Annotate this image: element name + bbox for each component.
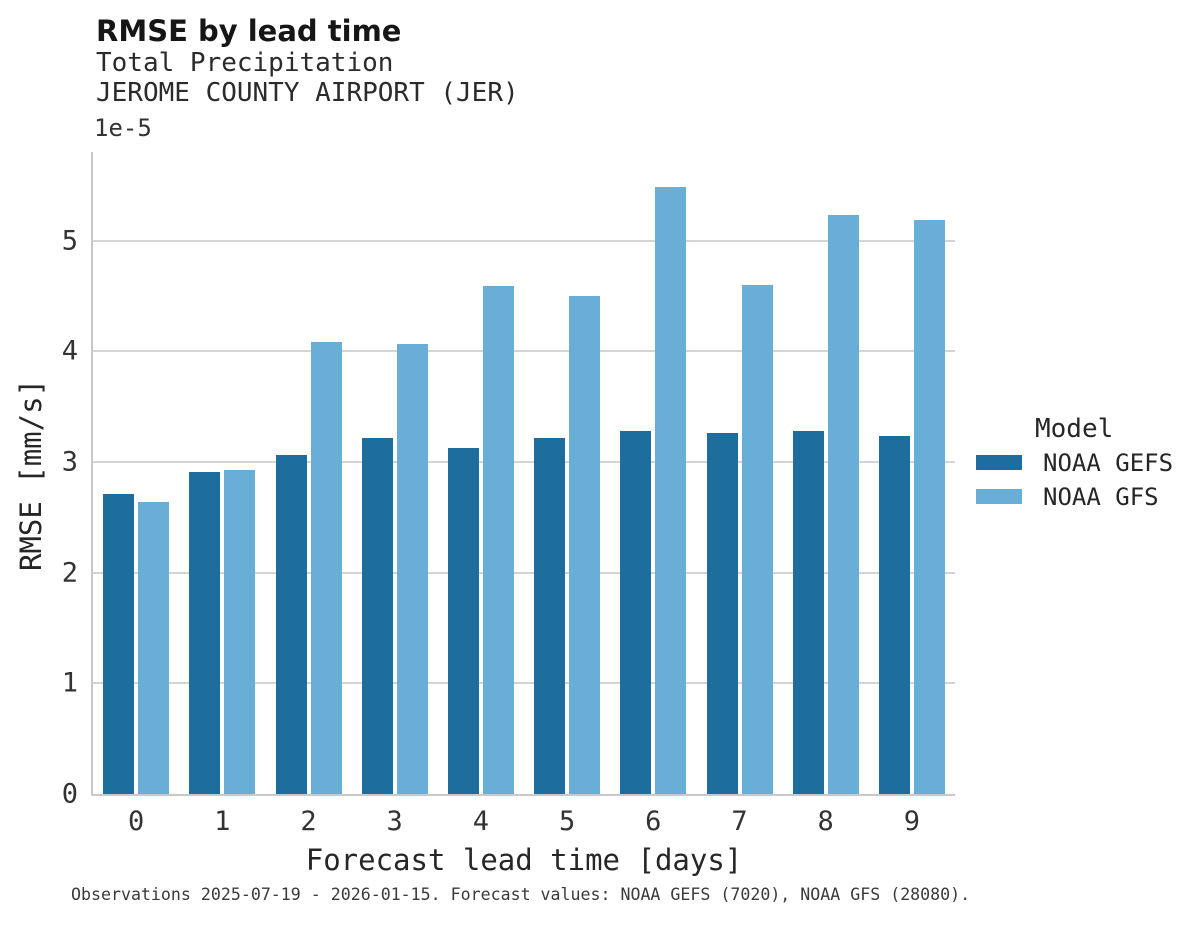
x-tick-1: 1 bbox=[214, 806, 231, 837]
x-tick-0: 0 bbox=[127, 806, 145, 837]
y-tick-4: 4 bbox=[61, 335, 78, 367]
bar-noaa-gefs-day-4 bbox=[447, 447, 479, 794]
legend-label-noaa-gfs: NOAA GFS bbox=[1043, 483, 1159, 511]
y-tick-2: 2 bbox=[61, 557, 78, 589]
chart-subtitle-station: JEROME COUNTY AIRPORT (JER) bbox=[96, 78, 519, 108]
x-axis-spine bbox=[91, 794, 955, 796]
chart-title: RMSE by lead time bbox=[96, 14, 402, 48]
bar-noaa-gfs-day-7 bbox=[741, 284, 773, 794]
bar-noaa-gefs-day-1 bbox=[189, 471, 221, 794]
bar-noaa-gefs-day-7 bbox=[706, 433, 738, 794]
bar-noaa-gfs-day-5 bbox=[569, 295, 601, 794]
bar-noaa-gfs-day-1 bbox=[224, 469, 256, 794]
gridline-y-1 bbox=[93, 682, 955, 685]
x-tick-8: 8 bbox=[817, 806, 834, 837]
gridline-y-5 bbox=[93, 239, 955, 242]
bar-noaa-gefs-day-6 bbox=[620, 430, 652, 794]
bar-noaa-gfs-day-4 bbox=[482, 285, 514, 794]
bar-noaa-gfs-day-2 bbox=[310, 342, 342, 794]
x-tick-5: 5 bbox=[558, 806, 576, 837]
gridline-y-4 bbox=[93, 350, 955, 353]
y-tick-3: 3 bbox=[61, 446, 78, 478]
bar-noaa-gefs-day-9 bbox=[878, 436, 910, 794]
x-tick-6: 6 bbox=[645, 806, 662, 837]
bar-noaa-gfs-day-6 bbox=[655, 187, 687, 794]
bar-noaa-gefs-day-3 bbox=[361, 437, 393, 794]
x-axis-ticks: 0 1 2 3 4 5 6 7 8 9 bbox=[93, 806, 955, 840]
legend-swatch-noaa-gefs bbox=[976, 455, 1022, 470]
gridline-y-3 bbox=[93, 460, 955, 463]
y-axis-offset-label: 1e-5 bbox=[94, 114, 152, 142]
bar-noaa-gefs-day-0 bbox=[103, 494, 135, 794]
bar-noaa-gfs-day-8 bbox=[827, 215, 859, 794]
gridline-y-2 bbox=[93, 571, 955, 574]
chart-subtitle-variable: Total Precipitation bbox=[96, 48, 394, 78]
bar-noaa-gefs-day-2 bbox=[275, 455, 307, 794]
bar-noaa-gefs-day-8 bbox=[792, 430, 824, 794]
legend-label-noaa-gefs: NOAA GEFS bbox=[1043, 449, 1174, 477]
legend-swatch-noaa-gfs bbox=[976, 489, 1022, 504]
footer-note: Observations 2025-07-19 - 2026-01-15. Fo… bbox=[71, 885, 971, 904]
x-tick-2: 2 bbox=[300, 806, 317, 837]
bar-noaa-gfs-day-0 bbox=[138, 501, 170, 794]
bar-noaa-gfs-day-9 bbox=[913, 219, 945, 794]
legend-title: Model bbox=[1035, 414, 1114, 444]
x-tick-7: 7 bbox=[731, 806, 748, 837]
plot-area bbox=[91, 152, 955, 796]
bar-noaa-gfs-day-3 bbox=[396, 343, 428, 794]
y-tick-1: 1 bbox=[61, 667, 78, 699]
y-tick-5: 5 bbox=[61, 225, 78, 257]
x-tick-9: 9 bbox=[903, 806, 921, 837]
y-tick-0: 0 bbox=[61, 778, 78, 810]
x-tick-4: 4 bbox=[472, 806, 490, 837]
x-axis-label: Forecast lead time [days] bbox=[305, 843, 743, 877]
y-axis-spine bbox=[91, 152, 93, 796]
bar-noaa-gefs-day-5 bbox=[534, 437, 566, 794]
y-axis-ticks: 0 1 2 3 4 5 bbox=[20, 152, 78, 807]
x-tick-3: 3 bbox=[386, 806, 403, 837]
